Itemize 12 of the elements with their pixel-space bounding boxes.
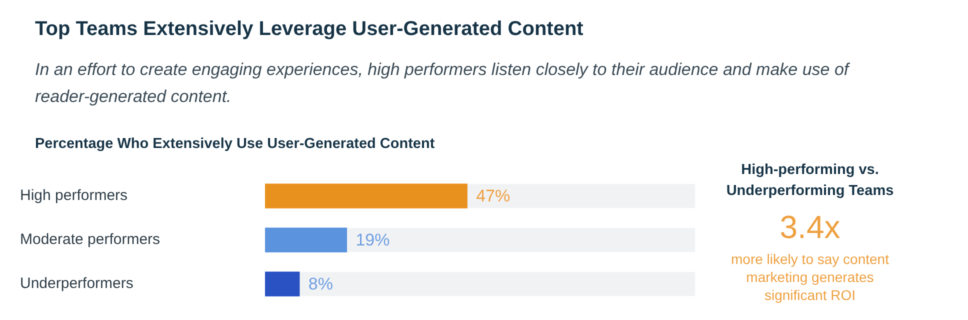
chart-title: Top Teams Extensively Leverage User-Generated Content <box>35 18 584 41</box>
y-tick-label: Moderate performers <box>20 231 160 248</box>
text: High-performing vs. Underperforming Teams <box>725 161 895 201</box>
data-label: 19% <box>356 230 390 250</box>
data-label: 8% <box>308 274 333 294</box>
y-tick-label: High performers <box>20 187 128 204</box>
chart-subtitle: In an effort to create engaging experiences, high performers listen closely to their audience and make use of reader-generated content. <box>35 59 850 108</box>
text: Percentage Who Extensively Use User-Generated Content <box>35 136 435 152</box>
text: 3.4x <box>778 208 842 246</box>
data-label: 47% <box>476 186 510 206</box>
text: more likely to say content marketing generates significant ROI <box>730 250 890 304</box>
y-tick-label: Underperformers <box>20 275 134 292</box>
